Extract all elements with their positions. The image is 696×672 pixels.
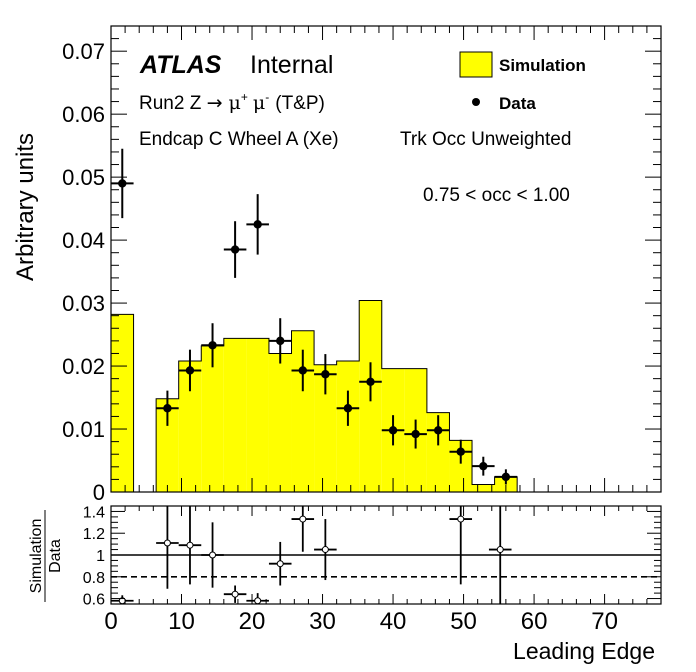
ratio-y-axis-title: Simulation Data <box>28 510 64 602</box>
legend-data-label: Data <box>499 94 536 113</box>
ratio-y-title-numerator: Simulation <box>28 519 45 594</box>
ratio-y-tick-label: 1.2 <box>83 526 105 543</box>
simulation-bar <box>111 314 134 492</box>
main-axis-ticks <box>110 26 662 493</box>
data-point <box>433 426 443 435</box>
ratio-point <box>231 590 239 598</box>
x-tick-label: 40 <box>380 608 407 635</box>
main-y-axis-title: Arbitrary units <box>12 133 39 281</box>
data-point <box>343 404 353 413</box>
y-tick-label: 0.05 <box>62 165 105 190</box>
plus-superscript: + <box>241 90 248 104</box>
x-tick-label: 20 <box>239 608 266 635</box>
simulation-bar <box>314 364 337 492</box>
x-tick-label: 50 <box>450 608 477 635</box>
ratio-point <box>299 515 307 523</box>
ratio-point <box>209 551 217 559</box>
data-point <box>501 472 511 482</box>
simulation-bar <box>223 338 247 492</box>
simulation-outline <box>110 300 518 493</box>
y-tick-label: 0.06 <box>62 102 105 127</box>
simulation-bar <box>336 361 360 492</box>
y-tick-label: 0.07 <box>62 39 105 64</box>
y-tick-label: 0.02 <box>62 354 105 379</box>
internal-label: Internal <box>250 51 333 79</box>
data-point <box>163 404 172 413</box>
simulation-bar <box>449 440 473 492</box>
ratio-axis-ticks <box>110 506 662 604</box>
ratio-y-tick-label: 0.8 <box>83 570 105 587</box>
ratio-y-title-denominator: Data <box>47 539 64 573</box>
data-point <box>208 341 217 350</box>
y-tick-label: 0.04 <box>62 228 105 253</box>
simulation-bar <box>201 345 224 492</box>
ratio-point <box>321 546 329 554</box>
ratio-point <box>276 560 284 568</box>
y-tick-label: 0.01 <box>62 417 105 442</box>
minus-superscript: - <box>265 90 269 104</box>
weighting-label: Trk Occ Unweighted <box>400 129 571 150</box>
legend-data-marker <box>472 98 480 106</box>
simulation-bar <box>178 361 202 492</box>
simulation-bar <box>426 412 450 492</box>
x-tick-labels: 0 10 20 30 40 50 60 70 <box>104 608 618 635</box>
simulation-histogram <box>110 300 518 493</box>
process-run-text: Run2 Z <box>139 93 207 114</box>
data-point <box>118 179 127 188</box>
data-point <box>411 429 420 439</box>
simulation-bar <box>246 338 269 492</box>
y-tick-label: 0.03 <box>62 291 105 316</box>
region-label: Endcap C Wheel A (Xe) <box>139 129 339 150</box>
main-plot-frame <box>110 25 662 493</box>
data-point <box>321 370 330 379</box>
muon-minus-symbol: μ <box>253 92 265 114</box>
data-point <box>298 366 307 375</box>
simulation-bar <box>156 398 179 492</box>
occupancy-range-label: 0.75 < occ < 1.00 <box>423 185 570 206</box>
ratio-point <box>163 539 171 547</box>
x-tick-label: 30 <box>309 608 336 635</box>
data-point <box>253 220 262 229</box>
data-point <box>366 377 375 386</box>
simulation-bar <box>268 353 292 492</box>
ratio-points <box>111 506 512 605</box>
data-point <box>185 366 195 375</box>
x-tick-label: 0 <box>104 608 117 635</box>
ratio-y-tick-label: 0.6 <box>83 592 105 609</box>
ratio-point <box>254 597 262 605</box>
data-point <box>276 336 285 346</box>
ratio-point <box>457 515 465 523</box>
ratio-reference-lines <box>111 554 661 578</box>
main-y-tick-labels: 0 0.01 0.02 0.03 0.04 0.05 0.06 0.07 <box>62 39 105 505</box>
ratio-y-tick-labels: 0.6 0.8 1 1.2 1.4 <box>83 504 105 608</box>
ratio-point <box>496 546 504 554</box>
x-tick-label: 60 <box>521 608 548 635</box>
ratio-point <box>186 541 194 549</box>
legend: Simulation Data <box>459 51 586 113</box>
data-point <box>479 461 488 471</box>
simulation-bar <box>472 484 495 492</box>
ratio-y-tick-label: 1 <box>96 548 105 565</box>
x-tick-label: 70 <box>591 608 618 635</box>
data-point <box>456 447 465 456</box>
process-label: Run2 Z → μ+ μ- (T&P) <box>139 90 325 114</box>
legend-simulation-swatch <box>459 51 493 78</box>
main-plot-panel: 0 0.01 0.02 0.03 0.04 0.05 0.06 0.07 <box>62 25 662 505</box>
x-tick-label: 10 <box>168 608 195 635</box>
y-tick-label: 0 <box>93 480 105 505</box>
ratio-plot-panel: 0.6 0.8 1 1.2 1.4 0 10 20 30 40 50 60 70 <box>83 504 662 635</box>
legend-simulation-label: Simulation <box>499 56 586 75</box>
x-axis-title: Leading Edge <box>513 638 655 664</box>
data-points <box>111 148 518 485</box>
tp-text: (T&P) <box>275 93 325 114</box>
data-point <box>230 245 240 254</box>
arrow-symbol: → <box>207 92 223 114</box>
muon-plus-symbol: μ <box>229 92 241 114</box>
data-point <box>388 426 398 435</box>
ratio-y-tick-label: 1.4 <box>83 504 105 521</box>
atlas-label: ATLAS <box>139 51 222 79</box>
